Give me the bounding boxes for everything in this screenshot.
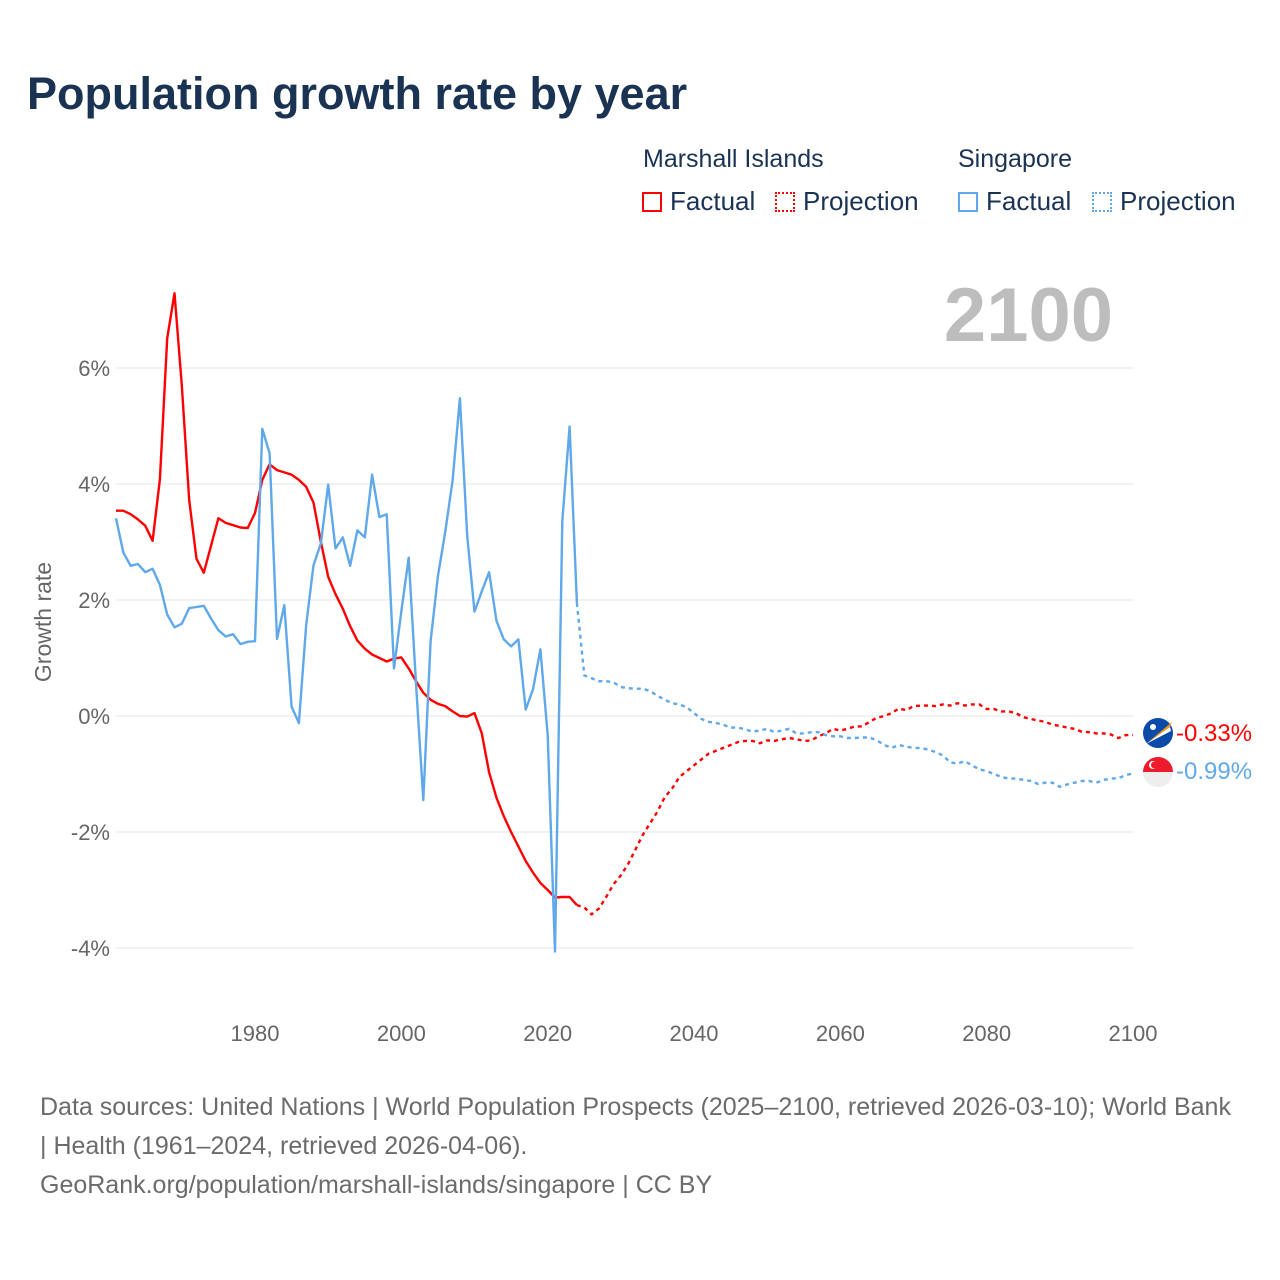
footer: Data sources: United Nations | World Pop… <box>40 1088 1240 1205</box>
y-axis-label: Growth rate <box>30 562 56 682</box>
x-tick-label: 2100 <box>1109 1021 1158 1046</box>
y-tick-label: -4% <box>71 936 110 961</box>
current-year-indicator: 2100 <box>943 273 1113 358</box>
y-tick-label: 0% <box>78 704 110 729</box>
data-sources: Data sources: United Nations | World Pop… <box>40 1093 1231 1160</box>
legend-label: Factual <box>670 186 756 216</box>
series-singapore-projection <box>575 602 1134 788</box>
end-label-marshall-islands: -0.33% <box>1176 720 1252 747</box>
series-marshall-islands-factual <box>116 292 578 906</box>
legend-marshall-factual[interactable]: Factual <box>642 186 755 217</box>
legend-label: Projection <box>1120 186 1236 216</box>
chart-title: Population growth rate by year <box>27 68 688 119</box>
series-marshall-islands-projection <box>576 702 1133 916</box>
y-tick-label: 6% <box>78 356 110 381</box>
x-tick-label: 2040 <box>670 1021 719 1046</box>
legend-marshall-projection[interactable]: Projection <box>775 186 919 217</box>
legend-group-singapore: Singapore <box>958 145 1072 173</box>
legend-label: Factual <box>986 186 1072 216</box>
legend-singapore-projection[interactable]: Projection <box>1092 186 1236 217</box>
legend-label: Projection <box>803 186 919 216</box>
singapore-flag-icon <box>1143 757 1173 787</box>
y-tick-label: 2% <box>78 588 110 613</box>
y-tick-label: -2% <box>71 820 110 845</box>
end-label-singapore: -0.99% <box>1176 758 1252 785</box>
source-link[interactable]: GeoRank.org/population/marshall-islands/… <box>40 1171 713 1199</box>
y-tick-label: 4% <box>78 472 110 497</box>
x-tick-label: 2000 <box>377 1021 426 1046</box>
legend-singapore-factual[interactable]: Factual <box>958 186 1071 217</box>
solid-swatch-icon <box>958 191 978 212</box>
solid-swatch-icon <box>642 191 662 212</box>
x-tick-label: 2060 <box>816 1021 865 1046</box>
legend-group-marshall-islands: Marshall Islands <box>643 145 824 173</box>
series-singapore-factual <box>114 397 579 953</box>
x-tick-label: 2020 <box>523 1021 572 1046</box>
x-tick-label: 1980 <box>231 1021 280 1046</box>
x-tick-label: 2080 <box>962 1021 1011 1046</box>
dotted-swatch-icon <box>775 191 795 212</box>
marshall-islands-flag-icon <box>1143 718 1173 748</box>
dotted-swatch-icon <box>1092 191 1112 212</box>
